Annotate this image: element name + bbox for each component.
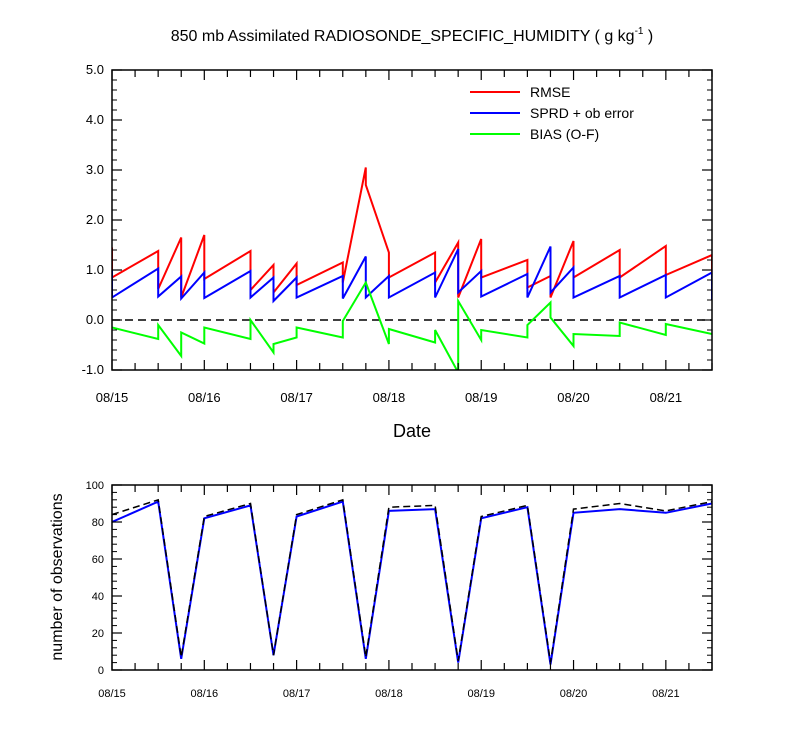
x-tick-label: 08/20 (557, 390, 590, 405)
legend: RMSE SPRD + ob error BIAS (O-F) (470, 84, 634, 142)
top-panel: -1.0 0.0 1.0 2.0 3.0 4.0 5.0 08/15 08/16 08/17 08/… (82, 62, 713, 441)
x-tick-label: 08/15 (96, 390, 129, 405)
legend-label: RMSE (530, 84, 570, 100)
bottom-plot-area (112, 498, 712, 665)
bottom-frame (111, 484, 713, 671)
x-tick-label: 08/19 (465, 390, 498, 405)
series-line-bias-o-f (112, 280, 712, 370)
y-tick-label: 2.0 (86, 212, 104, 227)
x-tick-label: 08/16 (191, 688, 219, 700)
x-tick-label: 08/20 (560, 688, 588, 700)
legend-label: BIAS (O-F) (530, 126, 599, 142)
series-line-obs-dashed (112, 498, 712, 663)
x-tick-label: 08/21 (650, 390, 683, 405)
x-tick-label: 08/17 (280, 390, 313, 405)
x-tick-label: 08/18 (373, 390, 406, 405)
top-plot-area (112, 167, 712, 370)
bottom-panel: 0 20 40 60 80 100 08/15 08/16 08/17 08/18 08/19 08/… (49, 480, 713, 700)
y-tick-label: 5.0 (86, 62, 104, 77)
x-tick-label: 08/21 (652, 688, 680, 700)
y-tick-label: 100 (86, 480, 104, 492)
y-tick-label: 0 (98, 665, 104, 677)
y-tick-label: 80 (92, 517, 104, 529)
x-tick-label: 08/16 (188, 390, 221, 405)
series-line-rmse (112, 167, 712, 298)
x-tick-label: 08/17 (283, 688, 311, 700)
y-tick-label: 4.0 (86, 112, 104, 127)
y-tick-label: 60 (92, 554, 104, 566)
chart-title: 850 mb Assimilated RADIOSONDE_SPECIFIC_H… (171, 26, 654, 45)
x-tick-label: 08/18 (375, 688, 403, 700)
y-tick-label: 40 (92, 591, 104, 603)
y-axis-label-observations: number of observations (49, 493, 66, 660)
x-tick-label: 08/19 (467, 688, 495, 700)
top-axes: -1.0 0.0 1.0 2.0 3.0 4.0 5.0 08/15 08/16 08/17 08/… (82, 62, 713, 405)
y-tick-label: 20 (92, 628, 104, 640)
x-axis-label: Date (393, 421, 431, 441)
legend-label: SPRD + ob error (530, 105, 634, 121)
series-line-obs-solid (112, 500, 712, 665)
y-tick-label: 0.0 (86, 312, 104, 327)
series-line-sprd-ob-error (112, 246, 712, 304)
bottom-axes: 0 20 40 60 80 100 08/15 08/16 08/17 08/18 08/19 08/… (86, 480, 713, 700)
y-tick-label: 3.0 (86, 162, 104, 177)
y-tick-label: 1.0 (86, 262, 104, 277)
x-tick-label: 08/15 (98, 688, 126, 700)
y-tick-label: -1.0 (82, 362, 104, 377)
